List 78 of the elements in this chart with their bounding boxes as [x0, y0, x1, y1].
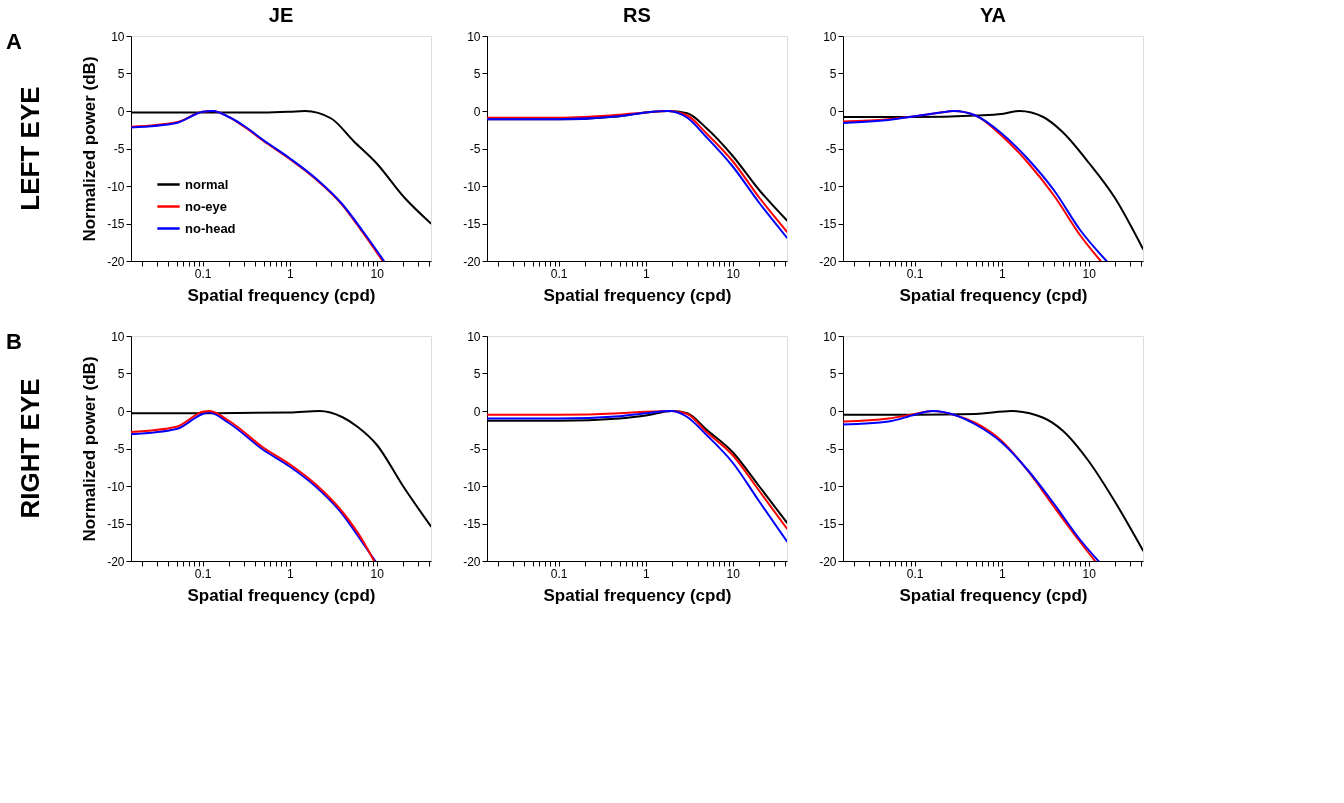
y-tick-label: 10	[467, 329, 481, 344]
y-tick-label: 5	[829, 367, 837, 381]
x-axis-title: Spatial frequency (cpd)	[543, 285, 732, 305]
x-tick-label: 10	[1082, 266, 1097, 281]
text: A	[6, 29, 22, 54]
y-tick-label: 0	[829, 404, 837, 419]
y-tick-label: -10	[463, 179, 481, 194]
y-tick-label: -15	[463, 217, 481, 231]
chart-title: RS	[623, 4, 651, 26]
x-axis-title: Spatial frequency (cpd)	[187, 285, 376, 305]
y-tick-label: 0	[473, 404, 481, 419]
y-tick-label: -15	[819, 517, 837, 531]
x-tick-label: 10	[726, 566, 741, 581]
y-tick-label: 0	[829, 104, 837, 119]
y-tick-label: 5	[473, 367, 481, 381]
x-tick-label: 1	[286, 566, 294, 581]
x-axis-title: Spatial frequency (cpd)	[899, 585, 1088, 605]
y-tick-label: 5	[117, 67, 125, 81]
y-tick-label: 10	[823, 29, 837, 44]
x-axis-title: Spatial frequency (cpd)	[187, 585, 376, 605]
y-tick-label: -5	[113, 442, 125, 456]
x-axis-title: Spatial frequency (cpd)	[543, 585, 732, 605]
y-tick-label: -20	[819, 554, 837, 569]
y-tick-label: -10	[107, 179, 125, 194]
y-tick-label: -20	[107, 554, 125, 569]
x-tick-label: 10	[370, 266, 385, 281]
y-tick-label: -15	[819, 217, 837, 231]
y-tick-label: -5	[469, 142, 481, 156]
chart-title: JE	[268, 4, 294, 26]
y-tick-label: -20	[463, 554, 481, 569]
y-tick-label: -5	[825, 442, 837, 456]
y-tick-label: -20	[819, 254, 837, 269]
x-tick-label: 0.1	[906, 566, 924, 581]
y-axis-title: Normalized power (dB)	[80, 356, 100, 542]
y-tick-label: 5	[473, 67, 481, 81]
y-tick-label: -20	[463, 254, 481, 269]
text: B	[6, 329, 22, 354]
y-tick-label: 0	[117, 404, 125, 419]
y-tick-label: 0	[117, 104, 125, 119]
x-tick-label: 0.1	[550, 266, 568, 281]
y-tick-label: -5	[469, 442, 481, 456]
y-tick-label: 10	[111, 29, 125, 44]
x-tick-label: 0.1	[194, 266, 212, 281]
y-tick-label: -10	[819, 479, 837, 494]
y-tick-label: 5	[117, 367, 125, 381]
x-tick-label: 1	[642, 266, 650, 281]
y-tick-label: 10	[467, 29, 481, 44]
legend-label: no-head	[185, 220, 236, 236]
x-tick-label: 1	[998, 566, 1006, 581]
x-tick-label: 0.1	[906, 266, 924, 281]
x-tick-label: 10	[1082, 566, 1097, 581]
y-tick-label: -5	[825, 142, 837, 156]
x-tick-label: 10	[726, 266, 741, 281]
x-tick-label: 1	[642, 566, 650, 581]
x-tick-label: 1	[286, 266, 294, 281]
text: LEFT EYE	[15, 86, 45, 211]
legend-label: no-eye	[185, 198, 227, 214]
y-tick-label: -15	[463, 517, 481, 531]
legend-label: normal	[185, 176, 229, 192]
x-tick-label: 0.1	[194, 566, 212, 581]
y-tick-label: -20	[107, 254, 125, 269]
y-tick-label: -15	[107, 517, 125, 531]
y-axis-title: Normalized power (dB)	[80, 56, 100, 242]
y-tick-label: -10	[463, 479, 481, 494]
y-tick-label: 5	[829, 67, 837, 81]
y-tick-label: -5	[113, 142, 125, 156]
y-tick-label: -10	[819, 179, 837, 194]
y-tick-label: -15	[107, 217, 125, 231]
y-tick-label: -10	[107, 479, 125, 494]
y-tick-label: 10	[823, 329, 837, 344]
text: RIGHT EYE	[15, 378, 45, 519]
y-tick-label: 0	[473, 104, 481, 119]
x-tick-label: 10	[370, 566, 385, 581]
x-tick-label: 1	[998, 266, 1006, 281]
x-tick-label: 0.1	[550, 566, 568, 581]
y-tick-label: 10	[111, 329, 125, 344]
chart-title: YA	[980, 4, 1006, 26]
x-axis-title: Spatial frequency (cpd)	[899, 285, 1088, 305]
